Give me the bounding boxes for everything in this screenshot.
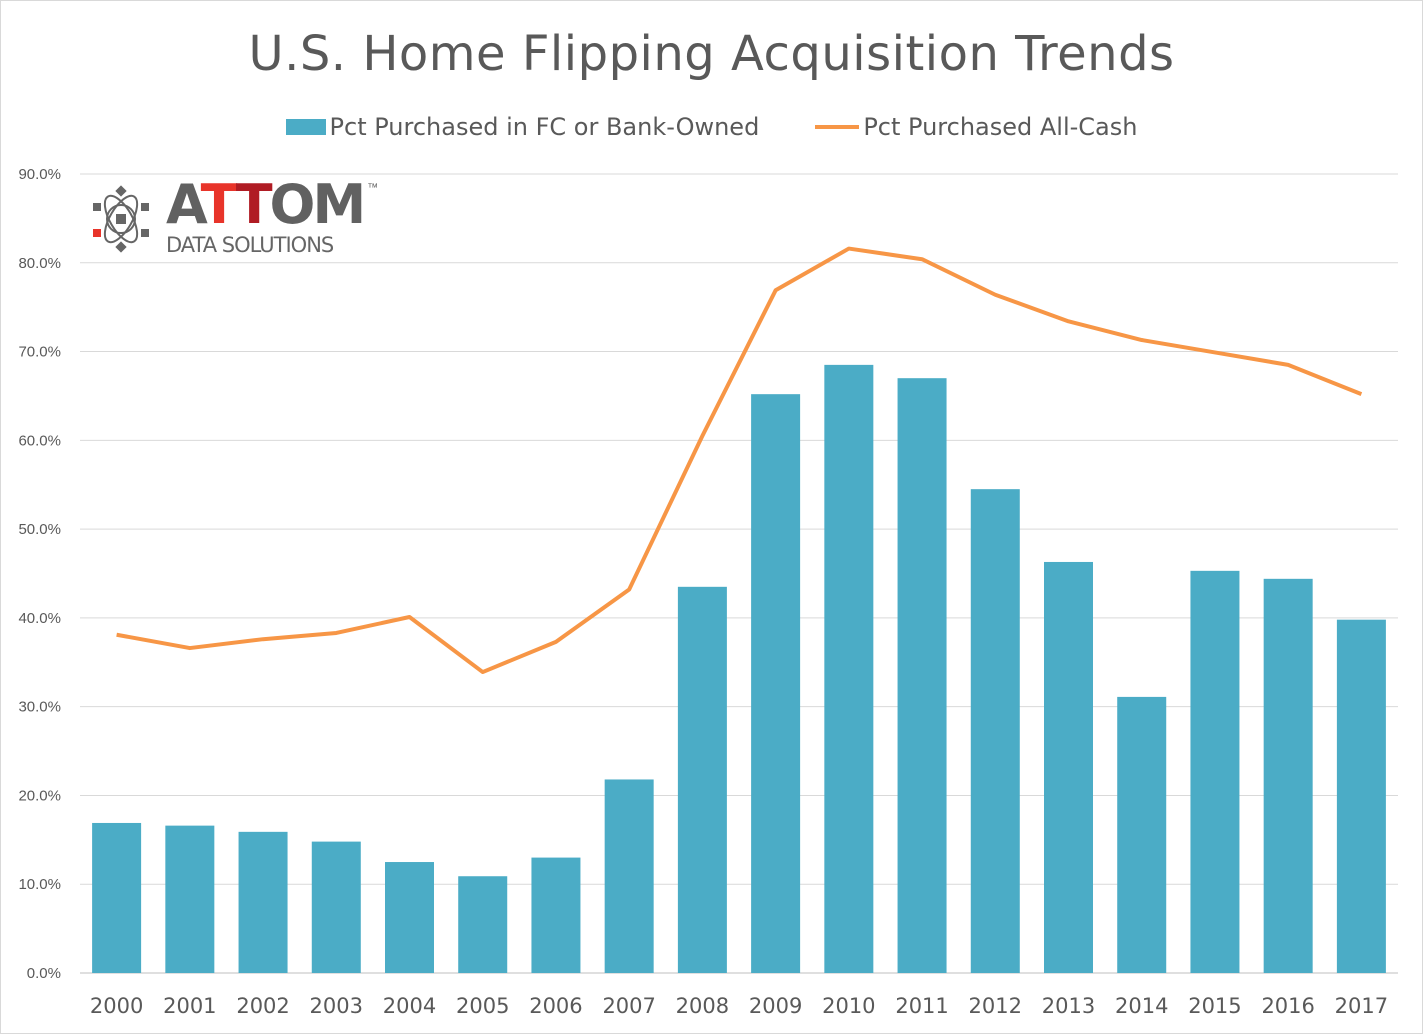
bar-2015 <box>1190 570 1240 973</box>
legend-swatch-bar <box>285 119 326 135</box>
bar-2000 <box>92 822 142 973</box>
bar-2007 <box>604 779 654 973</box>
y-tick-label: 60.0% <box>18 432 61 449</box>
attom-emblem-icon <box>93 185 149 253</box>
bar-2006 <box>531 857 581 973</box>
y-tick-label: 80.0% <box>18 255 61 272</box>
x-tick-label: 2012 <box>969 994 1022 1018</box>
x-tick-label: 2002 <box>236 994 289 1018</box>
bar-2011 <box>897 378 947 973</box>
x-tick-label: 2013 <box>1042 994 1095 1018</box>
bar-2012 <box>970 489 1020 973</box>
logo-trademark: ™ <box>367 182 379 194</box>
bar-2009 <box>751 394 801 973</box>
y-tick-label: 50.0% <box>18 521 61 538</box>
bar-2013 <box>1044 561 1093 973</box>
y-tick-label: 30.0% <box>18 699 61 716</box>
y-tick-label: 0.0% <box>27 965 61 982</box>
legend-item-all-cash: Pct Purchased All-Cash <box>815 112 1137 142</box>
bar-2010 <box>824 364 874 974</box>
legend-label: Pct Purchased in FC or Bank-Owned <box>329 113 760 141</box>
legend: Pct Purchased in FC or Bank-Owned Pct Pu… <box>0 112 1423 142</box>
legend-label: Pct Purchased All-Cash <box>863 113 1138 141</box>
bar-2001 <box>165 825 215 973</box>
x-tick-label: 2009 <box>749 994 802 1018</box>
logo-wordmark-row: ATTOM ™ <box>166 173 379 236</box>
bar-2005 <box>458 876 508 973</box>
y-tick-label: 40.0% <box>18 610 61 627</box>
x-tick-label: 2006 <box>529 994 582 1018</box>
x-tick-label: 2001 <box>163 994 216 1018</box>
bar-2016 <box>1263 578 1313 973</box>
chart-title: U.S. Home Flipping Acquisition Trends <box>248 26 1175 82</box>
bar-2003 <box>311 841 361 973</box>
bar-2014 <box>1117 696 1167 973</box>
bar-2002 <box>238 831 288 973</box>
y-tick-label: 20.0% <box>18 787 61 804</box>
x-tick-label: 2015 <box>1188 994 1241 1018</box>
y-tick-label: 70.0% <box>18 344 61 361</box>
bar-2008 <box>677 586 727 973</box>
x-tick-label: 2000 <box>90 994 143 1018</box>
x-tick-label: 2010 <box>822 994 875 1018</box>
x-tick-label: 2011 <box>895 994 948 1018</box>
x-tick-label: 2014 <box>1115 994 1168 1018</box>
x-tick-label: 2016 <box>1261 994 1314 1018</box>
x-tick-label: 2005 <box>456 994 509 1018</box>
legend-item-bank-owned: Pct Purchased in FC or Bank-Owned <box>285 112 760 142</box>
x-tick-label: 2017 <box>1335 994 1388 1018</box>
bar-2004 <box>385 862 434 973</box>
x-tick-label: 2008 <box>676 994 729 1018</box>
y-tick-label: 90.0% <box>18 166 61 183</box>
y-tick-label: 10.0% <box>18 876 61 893</box>
x-tick-label: 2007 <box>602 994 655 1018</box>
line-all-cash <box>116 246 1363 675</box>
x-tick-label: 2004 <box>383 994 436 1018</box>
logo-tagline: DATA SOLUTIONS <box>166 233 334 257</box>
x-tick-label: 2003 <box>310 994 363 1018</box>
legend-swatch-line <box>815 125 860 129</box>
bar-2017 <box>1336 619 1386 973</box>
logo-wordmark: ATTOM <box>166 173 366 236</box>
